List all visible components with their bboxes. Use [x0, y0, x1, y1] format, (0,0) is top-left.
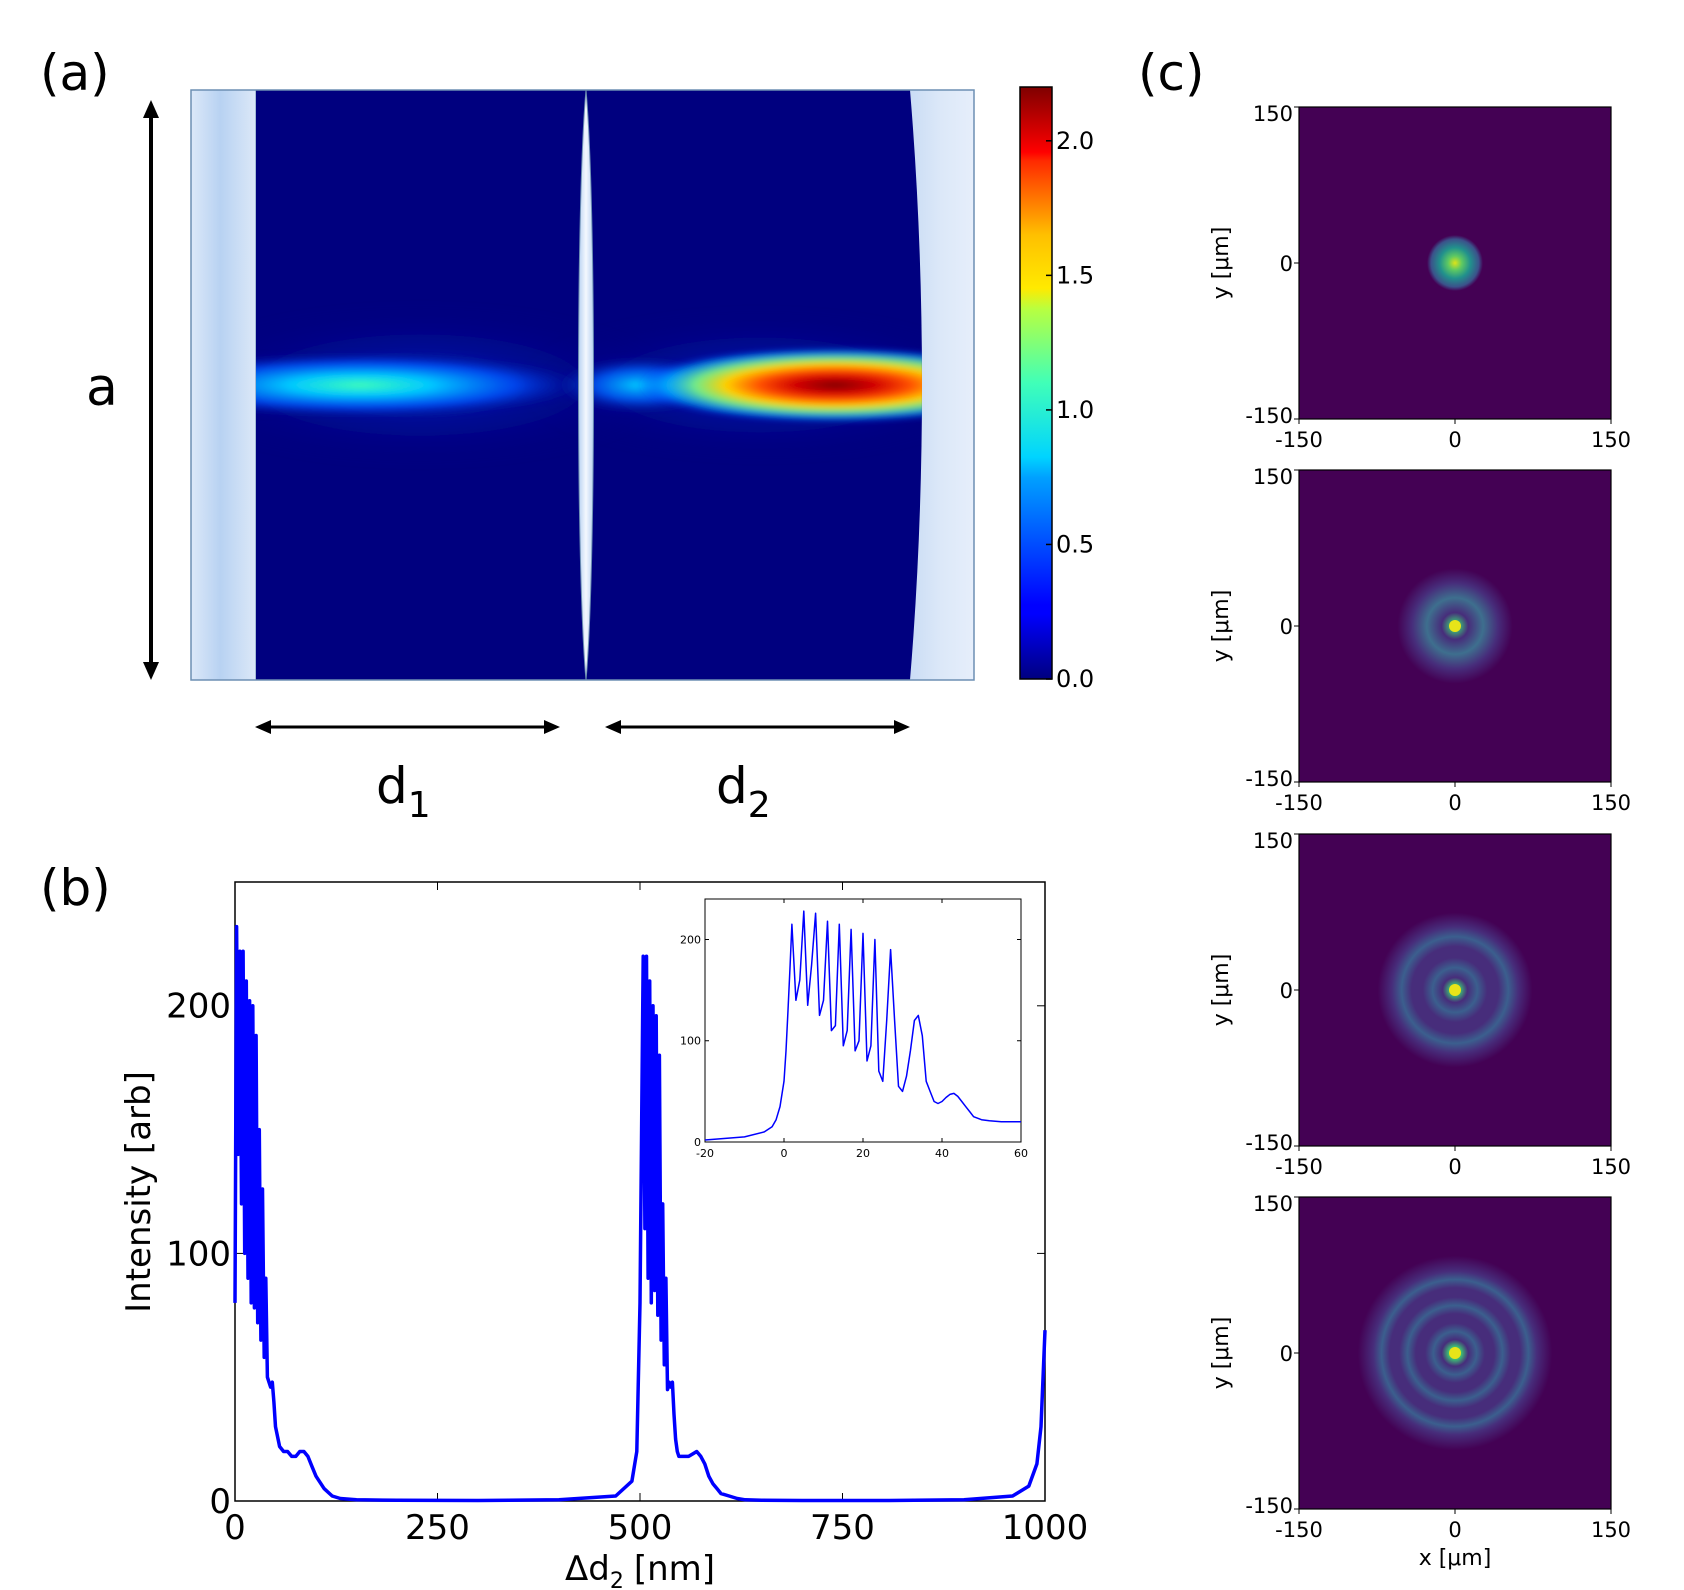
arrow-head-down: [143, 662, 159, 680]
colorbar: 0.0 0.5 1.0 1.5 2.0: [1019, 86, 1094, 693]
y-tick-label: 0: [694, 1136, 701, 1149]
y-axis-label: y [μm]: [1209, 1317, 1234, 1390]
y-tick-label: -150: [1245, 767, 1293, 791]
panel-label-b: (b): [40, 859, 111, 917]
y-tick-label: 150: [1253, 102, 1293, 126]
colorbar-tick-label: 1.0: [1056, 396, 1094, 424]
intensity-curve: [233, 924, 1047, 1503]
d2-label: d2: [716, 757, 771, 826]
x-tick-label: 250: [405, 1508, 470, 1548]
x-tick-label: 0: [224, 1508, 246, 1548]
x-tick-label: 150: [1591, 428, 1631, 452]
field-intensity-map: [256, 90, 922, 680]
y-tick-label: 0: [1280, 1342, 1293, 1366]
d1-label: d1: [376, 757, 431, 826]
y-tick-label: -150: [1245, 1494, 1293, 1518]
y-tick-label: 150: [1253, 465, 1293, 489]
panel-label-c: (c): [1138, 44, 1205, 102]
beam-profile-1: 150 0 -150-150 0 150 y [μm]: [1209, 102, 1631, 452]
y-tick-label: 0: [209, 1482, 231, 1522]
beam-core: [1449, 620, 1461, 632]
y-tick-label: 0: [1280, 252, 1293, 276]
d1-arrow-right: [544, 720, 560, 734]
cavity-diagram: a d1 d2: [86, 89, 975, 826]
cavity-frame: [190, 89, 975, 681]
y-tick-label: 150: [1253, 1192, 1293, 1216]
beam-profile-4: 150 0 -150-150 0 150 y [μm] x [μm]: [1209, 1192, 1631, 1571]
d2-arrow-right: [894, 720, 910, 734]
x-tick-label: -150: [1275, 791, 1323, 815]
colorbar-tick-label: 2.0: [1056, 127, 1094, 155]
x-tick-label: 1000: [1002, 1508, 1089, 1548]
x-axis-label: Δd2 [nm]: [565, 1549, 715, 1590]
y-tick-label: -150: [1245, 1131, 1293, 1155]
y-tick-label: 150: [1253, 829, 1293, 853]
y-axis-label: Intensity [arb]: [119, 1071, 159, 1313]
x-tick-label: 500: [608, 1508, 673, 1548]
beam-core: [1449, 984, 1461, 996]
beam-profile-2: 150 0 -150-150 0 150 y [μm]: [1209, 465, 1631, 815]
x-tick-label: 20: [856, 1147, 870, 1160]
x-tick-label: 150: [1591, 791, 1631, 815]
y-tick-label: 100: [680, 1035, 701, 1048]
x-tick-label: -150: [1275, 1155, 1323, 1179]
inset-curve: [704, 910, 1021, 1141]
x-tick-label: 40: [935, 1147, 949, 1160]
colorbar-ticks: 0.0 0.5 1.0 1.5 2.0: [1046, 127, 1094, 693]
left-mirror: [190, 89, 257, 681]
x-tick-label: 150: [1591, 1518, 1631, 1542]
x-tick-label: 0: [1448, 428, 1461, 452]
x-tick-label: 0: [1448, 1518, 1461, 1542]
x-tick-label: -150: [1275, 1518, 1323, 1542]
beam-core: [1449, 1347, 1461, 1359]
colorbar-tick-label: 0.0: [1056, 665, 1094, 693]
intracavity-lens: [578, 89, 594, 681]
x-tick-label: 750: [810, 1508, 875, 1548]
y-tick-label: 200: [166, 987, 231, 1027]
y-tick-label: 0: [1280, 979, 1293, 1003]
height-label: a: [86, 358, 118, 418]
beam-spot: [1427, 235, 1483, 291]
x-tick-label: 0: [1448, 1155, 1461, 1179]
colorbar-tick-label: 0.5: [1056, 530, 1094, 558]
x-tick-label: 0: [1448, 791, 1461, 815]
y-axis-label: y [μm]: [1209, 227, 1234, 300]
arrow-head-up: [143, 100, 159, 118]
y-tick-label: -150: [1245, 404, 1293, 428]
x-tick-label: -20: [696, 1147, 714, 1160]
x-tick-label: 150: [1591, 1155, 1631, 1179]
x-axis-label: x [μm]: [1419, 1546, 1492, 1571]
panel-label-a: (a): [40, 44, 110, 102]
y-axis-label: y [μm]: [1209, 590, 1234, 663]
x-tick-label: 60: [1014, 1147, 1028, 1160]
x-tick-label: 0: [781, 1147, 788, 1160]
y-tick-label: 0: [1280, 615, 1293, 639]
beam-profile-3: 150 0 -150-150 0 150 y [μm]: [1209, 829, 1631, 1179]
y-axis-label: y [μm]: [1209, 954, 1234, 1027]
colorbar-tick-label: 1.5: [1056, 261, 1094, 289]
d2-arrow-left: [605, 720, 621, 734]
d1-arrow-left: [255, 720, 271, 734]
y-tick-label: 100: [166, 1234, 231, 1274]
colorbar-gradient: [1019, 86, 1053, 680]
y-tick-label: 200: [680, 933, 701, 946]
x-tick-label: -150: [1275, 428, 1323, 452]
